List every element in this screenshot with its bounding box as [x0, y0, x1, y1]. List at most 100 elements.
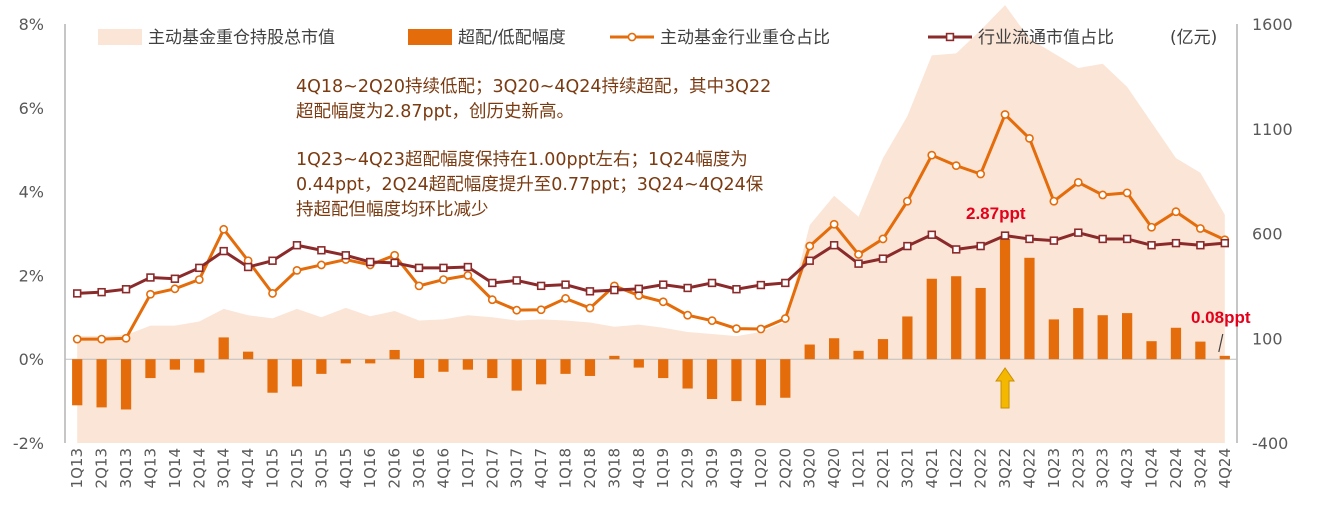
left-axis-tick-label: -2%	[13, 434, 44, 453]
point-4Q23	[1122, 234, 1132, 244]
bar-3Q18	[609, 355, 620, 360]
left-axis-tick-label: 2%	[19, 266, 44, 285]
bar-3Q22	[999, 238, 1011, 360]
point-2Q13	[97, 287, 106, 297]
last-callout-leader	[1218, 333, 1224, 353]
x-tick-label: 3Q16	[410, 448, 428, 488]
point-2Q16	[390, 258, 399, 268]
point-4Q14	[243, 262, 253, 272]
bar-1Q15	[267, 359, 278, 393]
point-1Q20	[756, 324, 766, 334]
bar-1Q20	[755, 359, 767, 406]
point-4Q19	[732, 285, 741, 294]
point-4Q22	[1025, 133, 1034, 143]
x-tick-label: 3Q13	[117, 448, 135, 488]
x-tick-label: 4Q23	[1118, 448, 1136, 488]
x-tick-label: 2Q18	[581, 448, 599, 488]
point-2Q20	[781, 278, 790, 288]
point-1Q15	[268, 289, 277, 298]
point-1Q22	[952, 245, 961, 254]
x-tick-label: 3Q14	[215, 448, 233, 488]
bar-3Q23	[1097, 315, 1108, 360]
point-3Q22	[1000, 231, 1010, 240]
x-tick-label: 1Q19	[654, 448, 672, 488]
bar-4Q22	[1024, 257, 1035, 360]
point-4Q22	[1025, 234, 1034, 244]
bar-2Q24	[1170, 327, 1182, 360]
point-1Q24	[1147, 222, 1156, 232]
point-1Q14	[170, 274, 180, 283]
point-2Q13	[97, 334, 107, 344]
left-axis-tick-label: 4%	[19, 183, 44, 202]
point-2Q14	[195, 263, 204, 273]
point-1Q20	[756, 280, 766, 290]
bar-1Q13	[72, 359, 83, 406]
point-1Q15	[268, 256, 277, 265]
x-tick-label: 2Q22	[972, 448, 990, 488]
point-3Q21	[902, 196, 912, 206]
point-2Q19	[683, 310, 693, 320]
x-tick-label: 2Q24	[1167, 448, 1185, 488]
point-2Q22	[976, 241, 985, 251]
annotation-line-2: 超配幅度为2.87ppt，创历史新高。	[296, 102, 575, 122]
x-tick-label: 1Q14	[166, 448, 184, 488]
area-series	[77, 5, 1225, 444]
bar-4Q19	[731, 359, 742, 402]
point-2Q23	[1074, 228, 1083, 237]
point-3Q18	[610, 285, 619, 295]
point-1Q23	[1049, 236, 1059, 245]
bar-2Q21	[877, 339, 889, 360]
bar-4Q13	[145, 359, 156, 379]
bar-1Q19	[658, 359, 669, 379]
x-tick-label: 2Q21	[874, 448, 892, 488]
bar-3Q17	[511, 359, 522, 391]
point-3Q16	[414, 281, 424, 291]
point-2Q17	[487, 295, 497, 305]
bar-4Q20	[828, 338, 840, 360]
x-tick-label: 4Q22	[1020, 448, 1038, 488]
bar-4Q18	[633, 359, 644, 368]
bar-3Q14	[218, 337, 229, 360]
bar-1Q14	[169, 359, 181, 370]
point-3Q13	[121, 285, 131, 294]
point-1Q21	[854, 259, 863, 268]
bar-4Q21	[926, 278, 937, 360]
point-4Q16	[439, 275, 448, 284]
x-tick-label: 2Q16	[386, 448, 404, 488]
point-2Q15	[292, 241, 302, 250]
point-1Q16	[366, 257, 375, 267]
x-tick-label: 1Q23	[1045, 448, 1063, 488]
point-3Q20	[805, 256, 814, 265]
point-2Q21	[878, 254, 888, 263]
legend-swatch-area	[98, 29, 142, 45]
point-3Q17	[512, 305, 522, 315]
legend-marker	[627, 32, 637, 42]
right-axis-tick-label: 100	[1252, 329, 1283, 348]
x-tick-label: 3Q22	[996, 448, 1014, 488]
x-tick-label: 4Q19	[727, 448, 745, 488]
last-callout: 0.08ppt	[1191, 308, 1251, 327]
bar-1Q24	[1146, 341, 1157, 360]
x-tick-label: 3Q24	[1191, 448, 1209, 488]
x-tick-label: 4Q16	[434, 448, 452, 488]
bar-3Q16	[413, 359, 425, 379]
bar-3Q15	[316, 359, 327, 374]
point-2Q16	[390, 250, 400, 260]
point-4Q15	[341, 251, 350, 260]
point-4Q24	[1220, 238, 1229, 248]
point-1Q13	[72, 334, 82, 344]
legend-label: 超配/低配幅度	[458, 28, 566, 48]
right-axis-tick-label: 600	[1252, 225, 1283, 244]
x-tick-label: 2Q13	[93, 448, 111, 488]
point-2Q15	[292, 265, 302, 275]
point-3Q15	[316, 260, 326, 270]
point-3Q20	[805, 241, 815, 251]
x-tick-label: 4Q15	[337, 448, 355, 488]
annotation-line-1: 4Q18~2Q20持续低配；3Q20~4Q24持续超配，其中3Q22	[296, 77, 772, 97]
point-1Q17	[463, 270, 473, 280]
x-tick-label: 1Q20	[752, 448, 770, 488]
point-2Q18	[585, 287, 595, 296]
legend-label: 主动基金重仓持股总市值	[148, 28, 335, 48]
